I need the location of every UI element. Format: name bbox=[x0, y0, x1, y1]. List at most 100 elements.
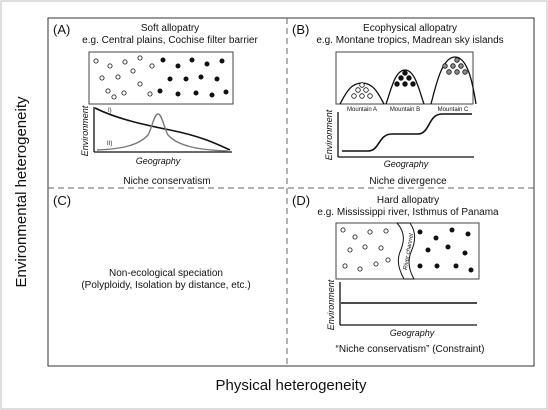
panel-a-curve-ii-label: II) bbox=[107, 141, 112, 147]
panel-d-dot bbox=[357, 266, 363, 272]
panel-d-dot bbox=[385, 257, 391, 263]
panel-d-dot bbox=[383, 228, 389, 234]
panel-a-letter: (A) bbox=[53, 22, 70, 37]
panel-a-caption: Niche conservatism bbox=[123, 176, 210, 187]
panel-b-dot bbox=[402, 70, 408, 76]
panel-d-title: Hard allopatry bbox=[377, 195, 439, 206]
panel-a-dot bbox=[137, 81, 143, 87]
panel-b-dot bbox=[355, 87, 361, 93]
panel-b-dot bbox=[454, 57, 460, 63]
panel-b-dot bbox=[367, 93, 373, 99]
panel-a-dot bbox=[122, 59, 128, 65]
panel-a-dot bbox=[175, 63, 181, 69]
panel-b-dot bbox=[446, 69, 452, 75]
mountain-b-label: Mountain B bbox=[390, 107, 420, 113]
panel-d-dot bbox=[425, 247, 431, 253]
panel-a-dot bbox=[189, 57, 195, 63]
panel-b-geo-label: Geography bbox=[384, 159, 429, 169]
panel-a-dot bbox=[214, 76, 220, 82]
y-axis-label: Environmental heterogeneity bbox=[13, 96, 30, 287]
panel-d-dot bbox=[449, 227, 455, 233]
panel-d-population-dots bbox=[340, 227, 474, 273]
quadrant-frame bbox=[47, 17, 535, 367]
panel-a-dot bbox=[198, 74, 204, 80]
panel-b-dot bbox=[410, 81, 416, 87]
panel-a-dot bbox=[99, 75, 105, 81]
panel-b-dot bbox=[398, 75, 404, 81]
panel-a-dot bbox=[93, 58, 99, 64]
panel-a: (A) Soft allopatry e.g. Central plains, … bbox=[53, 22, 258, 187]
panel-a-dot bbox=[157, 88, 163, 94]
mountain-b-shape bbox=[385, 69, 425, 105]
panel-b-title: Ecophysical allopatry bbox=[363, 23, 457, 34]
panel-d-dot bbox=[347, 247, 353, 253]
panel-a-dot bbox=[105, 88, 111, 94]
panel-b-dot bbox=[458, 63, 464, 69]
panel-b-subtitle: e.g. Montane tropics, Madrean sky island… bbox=[316, 35, 503, 46]
panel-c: (C) Non-ecological speciation (Polyploid… bbox=[53, 193, 251, 291]
panel-d-dot bbox=[378, 245, 384, 251]
panel-a-dot bbox=[149, 63, 155, 69]
panel-b-env-label: Environment bbox=[324, 109, 334, 160]
panel-b-environment-curve bbox=[342, 113, 472, 152]
panel-a-dot bbox=[115, 74, 121, 80]
panel-b-letter: (B) bbox=[292, 22, 309, 37]
panel-b-dot bbox=[442, 63, 448, 69]
panel-a-dot bbox=[160, 57, 166, 63]
panel-a-dot bbox=[193, 90, 199, 96]
panel-b-caption: Niche divergence bbox=[369, 176, 447, 187]
panel-d-caption: “Niche conservatism” (Constraint) bbox=[336, 344, 485, 355]
panel-d-dot bbox=[434, 263, 440, 269]
panel-c-line2: (Polyploidy, Isolation by distance, etc.… bbox=[81, 280, 250, 291]
panel-a-dot bbox=[183, 76, 189, 82]
panel-d-dot bbox=[433, 235, 439, 241]
panel-d-dot bbox=[462, 250, 468, 256]
x-axis-label: Physical heterogeneity bbox=[216, 377, 367, 394]
panel-d-dot bbox=[453, 263, 459, 269]
panel-a-dot bbox=[147, 91, 153, 97]
panel-a-curve-ii bbox=[96, 113, 229, 152]
panel-a-dot bbox=[223, 89, 229, 95]
panel-a-curve-i-label: I) bbox=[108, 108, 112, 114]
panel-a-dot bbox=[111, 94, 117, 100]
panel-d-dot bbox=[352, 234, 358, 240]
panel-b-dot bbox=[363, 87, 369, 93]
panel-b-mountain-dots bbox=[351, 57, 468, 99]
panel-b-dot bbox=[406, 75, 412, 81]
panel-a-dot bbox=[137, 55, 143, 61]
panel-d-dot bbox=[445, 244, 451, 250]
panel-b-dot bbox=[450, 63, 456, 69]
panel-b-mountain-box bbox=[335, 51, 474, 105]
panel-a-dot bbox=[130, 68, 136, 74]
panel-b-dot bbox=[402, 81, 408, 87]
mountain-a-label: Mountain A bbox=[347, 107, 377, 113]
mountain-c-shape bbox=[430, 56, 477, 105]
panel-a-dot bbox=[175, 91, 181, 97]
panel-b-dot bbox=[359, 82, 365, 88]
panel-a-dot bbox=[167, 76, 173, 82]
panel-d-dot bbox=[367, 229, 373, 235]
panel-d-dot bbox=[468, 267, 474, 273]
panel-d-dot bbox=[340, 227, 346, 233]
panel-b-dot bbox=[351, 93, 357, 99]
panel-b-dot bbox=[454, 69, 460, 75]
panel-d-geo-label: Geography bbox=[390, 328, 435, 338]
panel-a-dot bbox=[121, 90, 127, 96]
panel-c-letter: (C) bbox=[53, 193, 71, 208]
mountain-c-label: Mountain C bbox=[438, 107, 469, 113]
panel-d: (D) Hard allopatry e.g. Mississippi rive… bbox=[292, 193, 499, 355]
panel-a-curve-i bbox=[94, 107, 231, 151]
panel-b-dot bbox=[462, 69, 468, 75]
panel-d-dot bbox=[465, 231, 471, 237]
panel-d-subtitle: e.g. Mississippi river, Isthmus of Panam… bbox=[317, 207, 499, 218]
panel-a-population-dots bbox=[93, 55, 229, 100]
panel-b-dot bbox=[359, 93, 365, 99]
panel-d-dot bbox=[373, 261, 379, 267]
panel-a-subtitle: e.g. Central plains, Cochise filter barr… bbox=[82, 35, 258, 46]
panel-a-dot bbox=[209, 92, 215, 98]
panel-a-geo-label: Geography bbox=[136, 156, 181, 166]
panel-d-letter: (D) bbox=[292, 193, 310, 208]
panel-b-dot bbox=[394, 81, 400, 87]
